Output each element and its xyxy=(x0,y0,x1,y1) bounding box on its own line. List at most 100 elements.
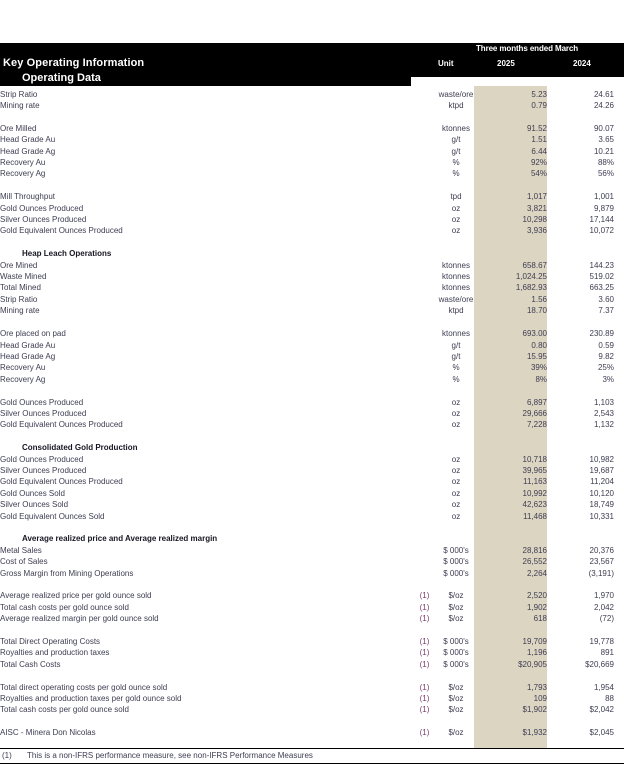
table-row: Mining rate ktpd 0.79 24.26 xyxy=(0,100,624,111)
row-footnote-marker: (1) xyxy=(419,705,430,715)
row-unit: oz xyxy=(451,511,461,521)
table-row: Recovery Ag% 54% 56% xyxy=(0,168,624,179)
row-footnote-marker xyxy=(411,351,438,362)
table-row: Royalties and production taxes (1) $ 000's… xyxy=(0,647,624,658)
row-label: Mill Throughput xyxy=(0,192,55,202)
row-footnote-marker xyxy=(411,191,438,202)
row-value-current-year: 1,024.25 xyxy=(515,272,547,282)
row-footnote-marker xyxy=(411,545,438,556)
row-unit: $ 000's xyxy=(443,659,469,669)
table-row: Total Mined ktonnes 1,682.93 663.25 xyxy=(0,282,624,293)
table-spacer-row xyxy=(0,180,624,191)
table-spacer-row xyxy=(0,522,624,533)
row-value-prior-year: 88% xyxy=(597,158,614,168)
row-footnote-marker xyxy=(411,248,438,259)
row-value-prior-year: $2,042 xyxy=(589,705,614,715)
table-spacer-row xyxy=(0,385,624,396)
row-value-current-year: 0.79 xyxy=(531,101,547,111)
row-value-prior-year: 25% xyxy=(597,363,614,373)
row-value-current-year: 29,666 xyxy=(522,408,547,418)
row-value-prior-year: 1,132 xyxy=(593,420,614,430)
table-section-row: Average realized price and Average reali… xyxy=(0,533,624,544)
table-spacer-row xyxy=(0,317,624,328)
row-label: AISC - Minera Don Nicolas xyxy=(0,728,96,738)
row-footnote-marker xyxy=(411,408,438,419)
row-footnote-marker xyxy=(411,476,438,487)
row-footnote-marker xyxy=(411,556,438,567)
table-row: Gold Ounces Produced oz 10,718 10,982 xyxy=(0,454,624,465)
row-value-current-year xyxy=(474,533,547,544)
row-label: Gold Equivalent Ounces Sold xyxy=(0,511,105,521)
row-value-current-year: 1,017 xyxy=(526,192,547,202)
row-label: Strip Ratio xyxy=(0,89,38,99)
row-footnote-marker xyxy=(411,134,438,145)
row-value-prior-year: 23,567 xyxy=(589,557,614,567)
row-value-current-year: 54% xyxy=(530,169,547,179)
table-row: Total cash costs per gold ounce sold (1) $… xyxy=(0,704,624,715)
row-footnote-marker xyxy=(411,225,438,236)
row-footnote-marker xyxy=(411,282,438,293)
table-row: Total Direct Operating Costs (1) $ 000's 19… xyxy=(0,636,624,647)
row-value-prior-year: 90.07 xyxy=(593,123,614,133)
row-value-current-year: 3,821 xyxy=(526,203,547,213)
row-unit: oz xyxy=(451,477,461,487)
row-value-prior-year: 18,749 xyxy=(589,500,614,510)
table-row: Cost of Sales $ 000's 26,552 23,567 xyxy=(0,556,624,567)
row-unit: % xyxy=(452,363,460,373)
table-spacer-row xyxy=(0,237,624,248)
row-unit: tpd xyxy=(450,192,462,202)
row-footnote-marker xyxy=(411,362,438,373)
row-value-prior-year: 10.21 xyxy=(593,146,614,156)
row-value-prior-year: 1,001 xyxy=(593,192,614,202)
row-value-current-year: 6,897 xyxy=(526,397,547,407)
section-subtitle: Operating Data xyxy=(22,72,101,84)
row-value-current-year: 92% xyxy=(530,158,547,168)
row-value-prior-year: 2,543 xyxy=(593,408,614,418)
row-value-prior-year: $20,669 xyxy=(585,659,614,669)
table-row: Ore Mined ktonnes 658.67 144.23 xyxy=(0,260,624,271)
row-unit: g/t xyxy=(451,135,461,145)
row-unit: $/oz xyxy=(448,602,464,612)
section-label: Heap Leach Operations xyxy=(22,249,112,259)
row-label: Royalties and production taxes per gold … xyxy=(0,694,182,703)
row-footnote-marker xyxy=(411,100,438,111)
row-value-current-year xyxy=(474,442,547,453)
row-footnote-marker xyxy=(411,374,438,385)
row-unit xyxy=(438,248,474,259)
row-unit: % xyxy=(452,158,460,168)
row-value-current-year xyxy=(474,248,547,259)
row-value-current-year: 1,682.93 xyxy=(515,283,547,293)
row-label: Gold Ounces Produced xyxy=(0,454,84,464)
table-section-row: Heap Leach Operations xyxy=(0,248,624,259)
row-label: Waste Mined xyxy=(0,272,47,282)
row-unit: $ 000's xyxy=(443,557,469,567)
row-footnote-marker xyxy=(411,260,438,271)
table-row: Total cash costs per gold ounce sold (1) $… xyxy=(0,602,624,613)
row-footnote-marker xyxy=(411,511,438,522)
row-label: Recovery Ag xyxy=(0,374,46,384)
row-unit: waste/ore xyxy=(438,89,474,99)
row-value-current-year: 2,264 xyxy=(526,568,547,578)
row-value-prior-year xyxy=(547,442,624,453)
column-header-unit: Unit xyxy=(438,59,454,68)
row-value-current-year: 10,298 xyxy=(522,215,547,225)
table-row: Gold Equivalent Ounces Produced oz 3,936 10… xyxy=(0,225,624,236)
row-value-prior-year: 88 xyxy=(605,694,614,703)
row-unit: g/t xyxy=(451,351,461,361)
row-value-current-year: 8% xyxy=(535,374,547,384)
row-footnote-marker xyxy=(411,454,438,465)
column-header-year-prior: 2024 xyxy=(573,59,591,68)
row-value-current-year: 3,936 xyxy=(526,226,547,236)
row-footnote-marker: (1) xyxy=(419,591,430,601)
table-row: Ore Milled ktonnes 91.52 90.07 xyxy=(0,123,624,134)
row-footnote-marker xyxy=(411,146,438,157)
row-value-prior-year: 1,954 xyxy=(593,682,614,692)
table-row: Average realized margin per gold ounce s… xyxy=(0,613,624,624)
row-value-prior-year: 1,103 xyxy=(593,397,614,407)
row-value-current-year: 10,718 xyxy=(522,454,547,464)
row-unit: % xyxy=(452,374,460,384)
row-label: Gross Margin from Mining Operations xyxy=(0,568,134,578)
row-value-prior-year: 19,778 xyxy=(589,636,614,646)
row-label: Head Grade Au xyxy=(0,135,56,145)
